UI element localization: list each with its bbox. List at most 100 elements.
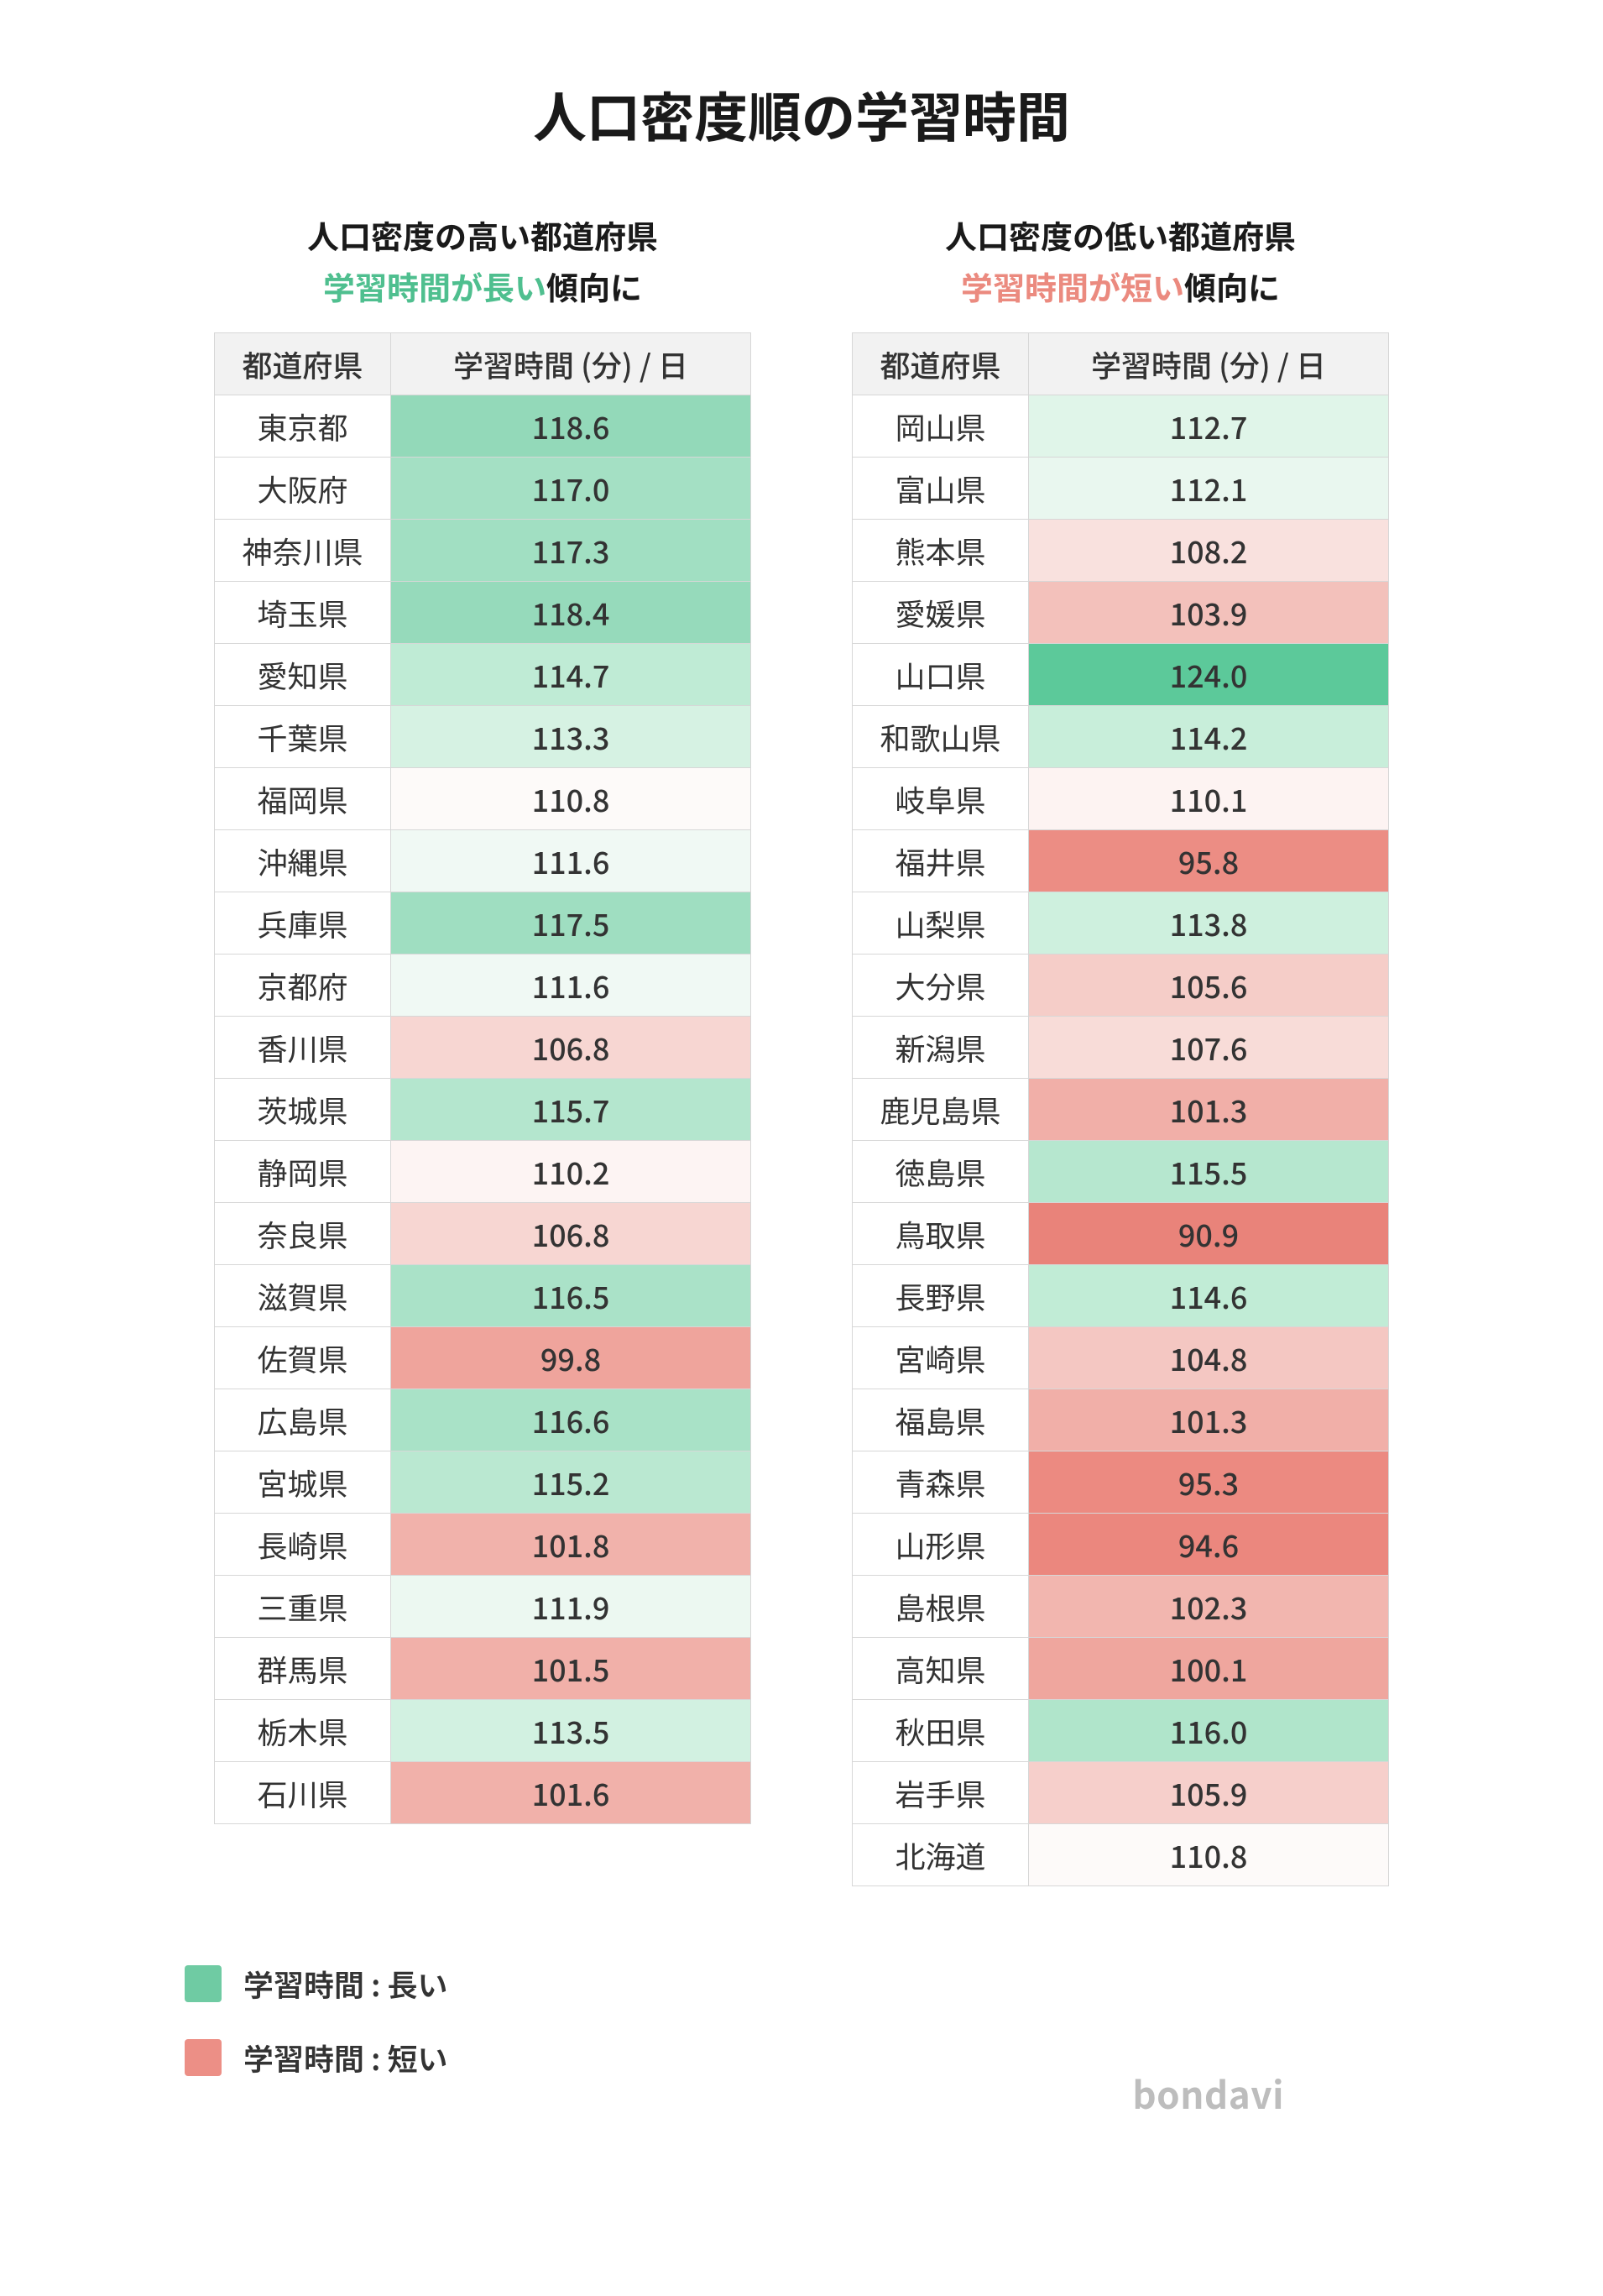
table-row: 佐賀県99.8	[215, 1327, 751, 1389]
table-row: 山梨県113.8	[853, 892, 1389, 954]
table-row: 岡山県112.7	[853, 395, 1389, 458]
value-cell: 111.9	[391, 1576, 751, 1638]
table-row: 茨城県115.7	[215, 1079, 751, 1141]
value-cell: 114.6	[1029, 1265, 1389, 1327]
table-row: 栃木県113.5	[215, 1700, 751, 1762]
left-subtitle: 人口密度の高い都道府県	[214, 212, 751, 258]
value-cell: 104.8	[1029, 1327, 1389, 1389]
value-cell: 90.9	[1029, 1203, 1389, 1265]
table-row: 東京都118.6	[215, 395, 751, 458]
pref-cell: 石川県	[215, 1762, 391, 1824]
pref-cell: 茨城県	[215, 1079, 391, 1141]
value-cell: 114.7	[391, 644, 751, 706]
table-row: 大分県105.6	[853, 954, 1389, 1017]
table-row: 岩手県105.9	[853, 1762, 1389, 1824]
table-row: 神奈川県117.3	[215, 520, 751, 582]
pref-cell: 広島県	[215, 1389, 391, 1451]
table-row: 福島県101.3	[853, 1389, 1389, 1451]
left-desc: 学習時間が長い傾向に	[214, 263, 751, 309]
pref-cell: 沖縄県	[215, 830, 391, 892]
value-cell: 116.6	[391, 1389, 751, 1451]
table-row: 宮城県115.2	[215, 1451, 751, 1514]
right-desc-suffix: 傾向に	[1184, 263, 1280, 309]
value-cell: 116.5	[391, 1265, 751, 1327]
value-cell: 115.2	[391, 1451, 751, 1514]
table-row: 鳥取県90.9	[853, 1203, 1389, 1265]
brand-logo: bondavi	[1132, 2066, 1284, 2120]
value-cell: 117.5	[391, 892, 751, 954]
value-cell: 110.8	[1029, 1824, 1389, 1886]
value-cell: 113.3	[391, 706, 751, 768]
table-row: 秋田県116.0	[853, 1700, 1389, 1762]
table-row: 奈良県106.8	[215, 1203, 751, 1265]
pref-cell: 福島県	[853, 1389, 1029, 1451]
table-row: 大阪府117.0	[215, 458, 751, 520]
table-row: 福岡県110.8	[215, 768, 751, 830]
pref-cell: 山口県	[853, 644, 1029, 706]
value-cell: 111.6	[391, 954, 751, 1017]
pref-cell: 鹿児島県	[853, 1079, 1029, 1141]
pref-cell: 福井県	[853, 830, 1029, 892]
pref-cell: 山形県	[853, 1514, 1029, 1576]
value-cell: 101.8	[391, 1514, 751, 1576]
table-row: 高知県100.1	[853, 1638, 1389, 1700]
table-row: 兵庫県117.5	[215, 892, 751, 954]
pref-cell: 宮城県	[215, 1451, 391, 1514]
table-row: 島根県102.3	[853, 1576, 1389, 1638]
legend-label-short: 学習時間 : 短い	[243, 2036, 447, 2079]
pref-cell: 岩手県	[853, 1762, 1029, 1824]
value-cell: 105.9	[1029, 1762, 1389, 1824]
pref-cell: 京都府	[215, 954, 391, 1017]
tables-container: 人口密度の高い都道府県 学習時間が長い傾向に 都道府県 学習時間 (分) / 日…	[151, 212, 1452, 1886]
value-cell: 118.6	[391, 395, 751, 458]
table-row: 広島県116.6	[215, 1389, 751, 1451]
table-row: 滋賀県116.5	[215, 1265, 751, 1327]
right-table: 都道府県 学習時間 (分) / 日 岡山県112.7富山県112.1熊本県108…	[852, 332, 1389, 1886]
pref-cell: 大分県	[853, 954, 1029, 1017]
value-cell: 101.3	[1029, 1389, 1389, 1451]
pref-cell: 静岡県	[215, 1141, 391, 1203]
table-row: 徳島県115.5	[853, 1141, 1389, 1203]
table-row: 宮崎県104.8	[853, 1327, 1389, 1389]
table-row: 新潟県107.6	[853, 1017, 1389, 1079]
pref-cell: 香川県	[215, 1017, 391, 1079]
table-row: 愛媛県103.9	[853, 582, 1389, 644]
table-row: 千葉県113.3	[215, 706, 751, 768]
value-cell: 106.8	[391, 1017, 751, 1079]
value-cell: 115.5	[1029, 1141, 1389, 1203]
pref-cell: 和歌山県	[853, 706, 1029, 768]
pref-cell: 滋賀県	[215, 1265, 391, 1327]
value-cell: 110.8	[391, 768, 751, 830]
pref-cell: 秋田県	[853, 1700, 1029, 1762]
pref-cell: 愛知県	[215, 644, 391, 706]
value-cell: 117.0	[391, 458, 751, 520]
legend-swatch-green	[185, 1965, 222, 2002]
col-header-value: 学習時間 (分) / 日	[391, 333, 751, 395]
table-row: 和歌山県114.2	[853, 706, 1389, 768]
pref-cell: 福岡県	[215, 768, 391, 830]
table-row: 静岡県110.2	[215, 1141, 751, 1203]
table-row: 富山県112.1	[853, 458, 1389, 520]
table-row: 三重県111.9	[215, 1576, 751, 1638]
table-row: 群馬県101.5	[215, 1638, 751, 1700]
left-table: 都道府県 学習時間 (分) / 日 東京都118.6大阪府117.0神奈川県11…	[214, 332, 751, 1824]
pref-cell: 島根県	[853, 1576, 1029, 1638]
pref-cell: 宮崎県	[853, 1327, 1029, 1389]
pref-cell: 埼玉県	[215, 582, 391, 644]
pref-cell: 大阪府	[215, 458, 391, 520]
pref-cell: 群馬県	[215, 1638, 391, 1700]
value-cell: 111.6	[391, 830, 751, 892]
left-desc-highlight: 学習時間が長い	[323, 263, 546, 309]
pref-cell: 熊本県	[853, 520, 1029, 582]
pref-cell: 千葉県	[215, 706, 391, 768]
pref-cell: 高知県	[853, 1638, 1029, 1700]
value-cell: 114.2	[1029, 706, 1389, 768]
legend-row-long: 学習時間 : 長い	[185, 1962, 1452, 2006]
right-desc: 学習時間が短い傾向に	[852, 263, 1389, 309]
value-cell: 94.6	[1029, 1514, 1389, 1576]
table-row: 石川県101.6	[215, 1762, 751, 1824]
pref-cell: 奈良県	[215, 1203, 391, 1265]
pref-cell: 富山県	[853, 458, 1029, 520]
value-cell: 118.4	[391, 582, 751, 644]
right-subtitle: 人口密度の低い都道府県	[852, 212, 1389, 258]
